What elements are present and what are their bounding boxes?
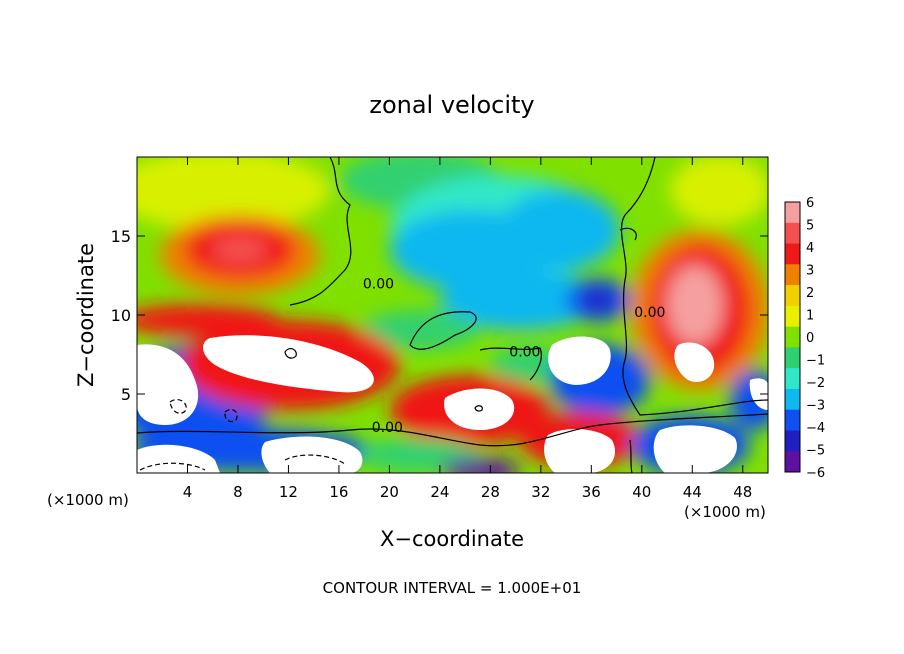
- x-tick-label: 28: [481, 483, 500, 501]
- colorbar-label: 5: [806, 219, 814, 234]
- x-tick-label: 44: [683, 483, 702, 501]
- colorbar-swatch: [785, 285, 800, 307]
- colorbar-label: −6: [806, 466, 825, 481]
- y-axis-label: Z−coordinate: [74, 243, 98, 387]
- colorbar-label: −3: [806, 399, 825, 414]
- x-unit-right: (×1000 m): [684, 503, 766, 521]
- colorbar-swatch: [785, 305, 800, 328]
- chart-title: zonal velocity: [369, 91, 534, 119]
- colorbar-swatch: [785, 368, 800, 390]
- x-axis-label: X−coordinate: [380, 527, 524, 551]
- colorbar-swatch: [785, 451, 800, 473]
- contour-label: 0.00: [363, 276, 394, 292]
- plot-area: 0.00 0.00 0.00 0.00: [137, 157, 768, 473]
- contour-labels: 0.00 0.00 0.00 0.00: [363, 276, 666, 436]
- colorbar-swatch: [785, 326, 800, 348]
- colorbar-label: −5: [806, 444, 825, 459]
- x-unit-left: (×1000 m): [47, 491, 129, 509]
- colorbar-swatch: [785, 222, 800, 245]
- colorbar-label: 1: [806, 309, 814, 324]
- contour-label: 0.00: [372, 420, 403, 436]
- y-tick-label: 5: [121, 385, 131, 404]
- x-tick-label: 16: [329, 483, 348, 501]
- contour-lines: [137, 157, 768, 473]
- contour-label: 0.00: [634, 305, 665, 321]
- colorbar-swatch: [785, 202, 800, 224]
- contour-interval-note: CONTOUR INTERVAL = 1.000E+01: [323, 579, 582, 597]
- x-axis: 4 8 12 16 20 24 28 32 36 40 44 48: [183, 157, 752, 501]
- y-tick-label: 15: [111, 227, 131, 246]
- contour-label: 0.00: [509, 344, 540, 360]
- y-tick-label: 10: [111, 306, 131, 325]
- colorbar-label: 3: [806, 264, 814, 279]
- colorbar-label: −1: [806, 354, 825, 369]
- colorbar-swatch: [785, 388, 800, 411]
- colorbar-label: −2: [806, 376, 825, 391]
- colorbar-label: 4: [806, 241, 814, 256]
- x-tick-label: 32: [531, 483, 550, 501]
- y-axis: 5 10 15: [111, 227, 768, 404]
- colorbar-label: 6: [806, 196, 814, 211]
- x-tick-label: 4: [183, 483, 193, 501]
- colorbar-label: 2: [806, 286, 814, 301]
- x-tick-label: 12: [279, 483, 298, 501]
- colorbar-label: −4: [806, 421, 825, 436]
- x-tick-label: 40: [632, 483, 651, 501]
- colorbar-swatch: [785, 409, 800, 431]
- x-tick-label: 20: [380, 483, 399, 501]
- colorbar-swatch: [785, 347, 800, 369]
- x-tick-label: 36: [582, 483, 601, 501]
- colorbar: 6 5 4 3 2 1 0 −1 −2 −3 −4 −5 −6: [784, 196, 825, 481]
- colorbar-frame: [784, 201, 801, 473]
- x-tick-label: 48: [733, 483, 752, 501]
- colorbar-swatch: [785, 264, 800, 286]
- x-tick-label: 8: [233, 483, 243, 501]
- x-tick-label: 24: [430, 483, 449, 501]
- colorbar-label: 0: [806, 331, 814, 346]
- colorbar-swatch: [785, 243, 800, 265]
- colorbar-swatch: [785, 430, 800, 452]
